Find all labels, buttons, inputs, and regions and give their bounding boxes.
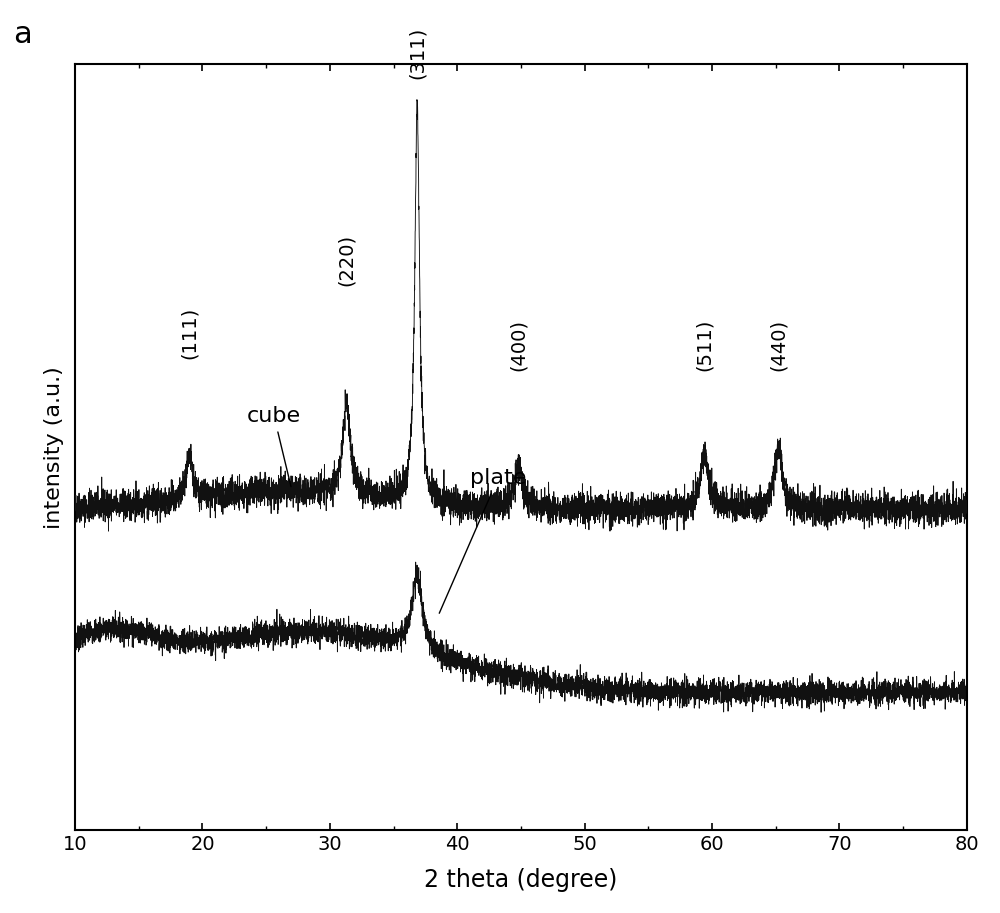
Text: (400): (400) bbox=[509, 319, 528, 371]
Text: (311): (311) bbox=[408, 27, 427, 79]
Text: (220): (220) bbox=[337, 234, 356, 286]
Y-axis label: intensity (a.u.): intensity (a.u.) bbox=[44, 366, 64, 529]
Text: (440): (440) bbox=[769, 319, 788, 371]
Text: (511): (511) bbox=[695, 318, 714, 371]
Text: cube: cube bbox=[247, 406, 301, 487]
X-axis label: 2 theta (degree): 2 theta (degree) bbox=[424, 868, 618, 892]
Text: (111): (111) bbox=[180, 307, 199, 359]
Text: plate: plate bbox=[439, 467, 526, 614]
Text: a: a bbox=[13, 19, 31, 48]
